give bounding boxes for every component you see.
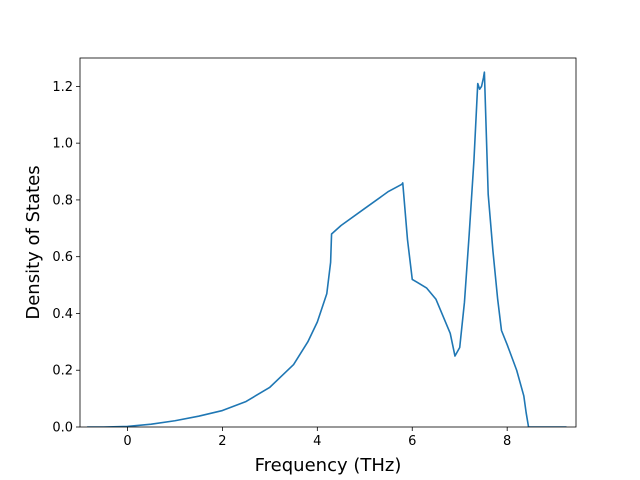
x-tick-label: 8 <box>503 434 511 449</box>
x-tick-label: 4 <box>313 434 321 449</box>
axes-frame <box>79 57 577 428</box>
plot-area <box>87 71 567 427</box>
dos-series-line-0 <box>87 71 567 427</box>
y-tick-label: 0.8 <box>52 193 73 208</box>
x-tick-label: 2 <box>218 434 226 449</box>
y-axis-label: Density of States <box>23 165 44 319</box>
y-tick-label: 0.0 <box>52 421 73 436</box>
x-axis-label: Frequency (THz) <box>255 455 402 476</box>
y-tick-label: 0.6 <box>52 250 73 265</box>
y-tick-label: 0.4 <box>52 307 73 322</box>
axis-ticks: 0 2 4 6 8 0.0 0.2 0.4 0.6 0.8 1.0 1.2 <box>52 80 511 449</box>
y-tick-label: 1.0 <box>52 137 73 152</box>
x-tick-label: 0 <box>123 434 131 449</box>
y-tick-label: 1.2 <box>52 80 73 95</box>
x-tick-label: 6 <box>408 434 416 449</box>
y-tick-label: 0.2 <box>52 364 73 379</box>
